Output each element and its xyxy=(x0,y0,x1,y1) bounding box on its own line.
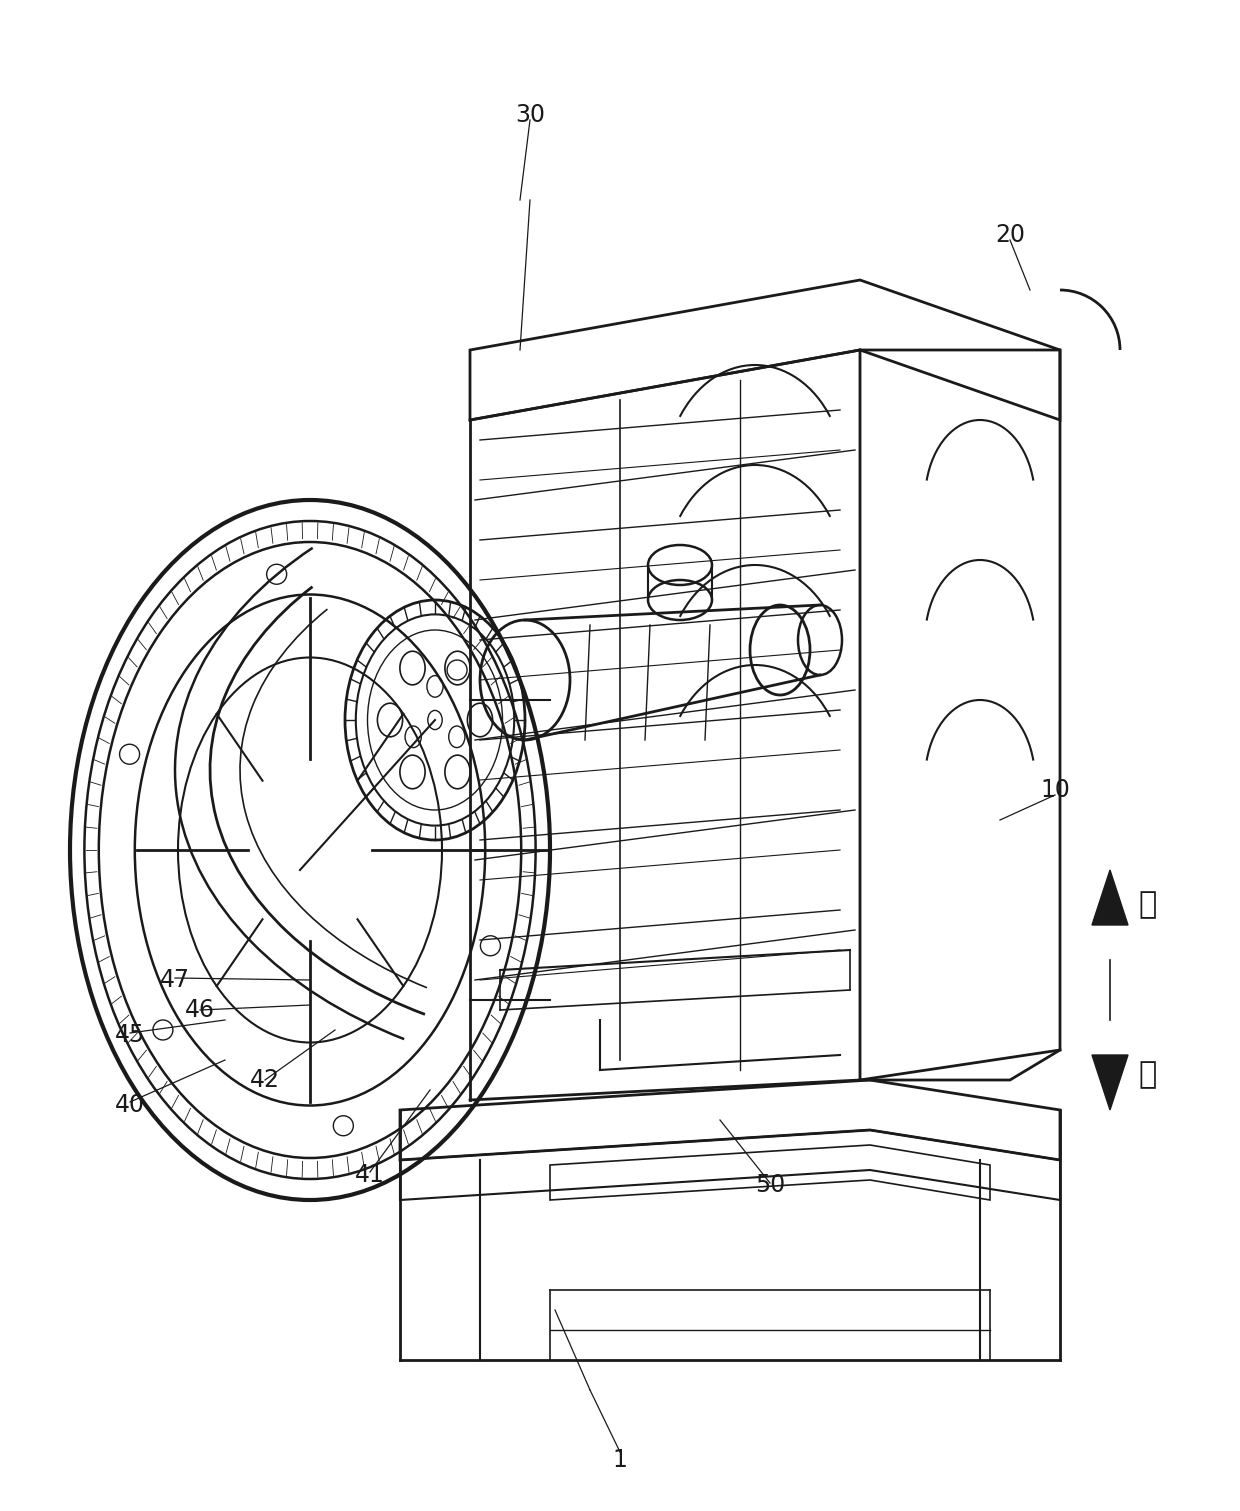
Text: 46: 46 xyxy=(185,997,215,1021)
Text: 20: 20 xyxy=(994,224,1025,246)
Text: 47: 47 xyxy=(160,969,190,993)
Text: 41: 41 xyxy=(355,1163,384,1188)
Text: 1: 1 xyxy=(613,1448,627,1472)
Text: 10: 10 xyxy=(1040,778,1070,802)
Polygon shape xyxy=(1092,870,1128,925)
Text: 30: 30 xyxy=(515,103,546,127)
Polygon shape xyxy=(1092,1055,1128,1111)
Text: 45: 45 xyxy=(115,1023,145,1047)
Text: 42: 42 xyxy=(250,1068,280,1092)
Text: 50: 50 xyxy=(755,1173,785,1197)
Text: 下: 下 xyxy=(1138,1061,1156,1089)
Text: 上: 上 xyxy=(1138,890,1156,920)
Text: 40: 40 xyxy=(115,1092,145,1117)
